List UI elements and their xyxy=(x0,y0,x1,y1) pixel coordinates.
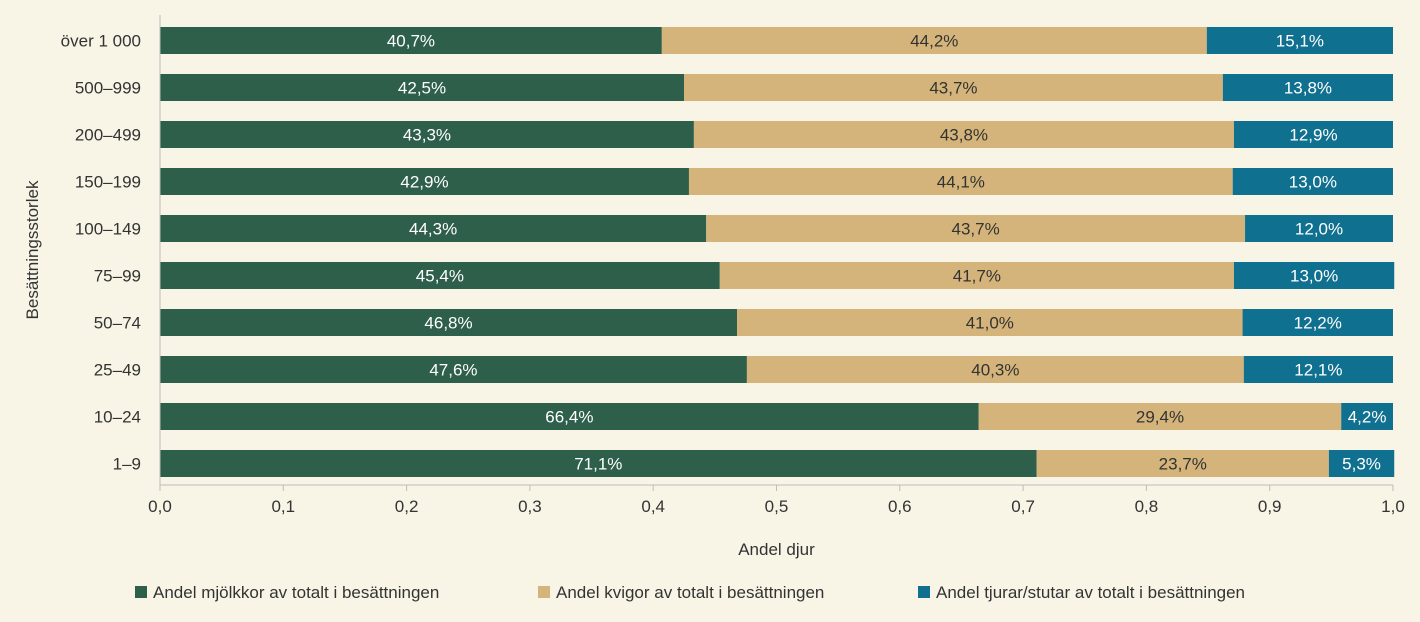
x-tick-label: 0,7 xyxy=(1011,497,1035,516)
bar-segment xyxy=(1232,168,1393,195)
data-label: 44,3% xyxy=(409,220,457,239)
bar-segment xyxy=(1233,121,1393,148)
bar-segment xyxy=(160,121,694,148)
bar-segment xyxy=(160,450,1037,477)
data-label: 40,3% xyxy=(971,361,1019,380)
bar-segment xyxy=(746,356,1244,383)
legend-swatch xyxy=(918,586,930,598)
data-label: 12,9% xyxy=(1289,126,1337,145)
data-label: 12,1% xyxy=(1294,361,1342,380)
x-tick-label: 0,0 xyxy=(148,497,172,516)
bar-segment xyxy=(160,262,720,289)
data-label: 41,0% xyxy=(966,314,1014,333)
x-tick-label: 0,4 xyxy=(641,497,665,516)
data-label: 45,4% xyxy=(416,267,464,286)
bar-segment xyxy=(661,27,1207,54)
data-label: 42,9% xyxy=(400,173,448,192)
bar-segment xyxy=(684,74,1223,101)
bars-group: 40,7% 44,2% 15,1% 42,5% 43,7% 13,8% 43,3% 43,8%… xyxy=(160,27,1395,477)
y-tick-label: 100–149 xyxy=(75,220,141,239)
y-axis-title: Besättningsstorlek xyxy=(23,180,42,319)
x-tick-label: 0,3 xyxy=(518,497,542,516)
axes-group: över 1 000 500–999 200–499 150–199 100–149 75… xyxy=(61,15,1405,516)
data-label: 44,1% xyxy=(937,173,985,192)
bar-segment xyxy=(706,215,1246,242)
data-label: 47,6% xyxy=(429,361,477,380)
bar-segment xyxy=(1341,403,1393,430)
data-label: 66,4% xyxy=(545,408,593,427)
bar-segment xyxy=(688,168,1233,195)
legend-swatch xyxy=(538,586,550,598)
bar-segment xyxy=(1206,27,1393,54)
legend-label: Andel tjurar/stutar av totalt i besättni… xyxy=(936,583,1245,602)
bar-segment xyxy=(160,403,979,430)
data-label: 41,7% xyxy=(953,267,1001,286)
x-tick-label: 0,1 xyxy=(271,497,295,516)
bar-segment xyxy=(1245,215,1393,242)
bar-segment xyxy=(160,215,707,242)
bar-segment xyxy=(1233,262,1395,289)
x-tick-label: 0,6 xyxy=(888,497,912,516)
data-label: 4,2% xyxy=(1348,408,1387,427)
y-tick-label: 1–9 xyxy=(113,455,141,474)
x-tick-label: 0,8 xyxy=(1135,497,1159,516)
data-label: 13,0% xyxy=(1290,267,1338,286)
bar-segment xyxy=(693,121,1234,148)
legend-swatch xyxy=(135,586,147,598)
legend-label: Andel kvigor av totalt i besättningen xyxy=(556,583,824,602)
data-label: 29,4% xyxy=(1136,408,1184,427)
bar-segment xyxy=(1242,309,1393,336)
y-tick-label: 10–24 xyxy=(94,408,141,427)
x-tick-label: 0,2 xyxy=(395,497,419,516)
legend-label: Andel mjölkkor av totalt i besättningen xyxy=(153,583,439,602)
data-label: 46,8% xyxy=(424,314,472,333)
bar-segment xyxy=(737,309,1243,336)
bar-segment xyxy=(719,262,1234,289)
bar-segment xyxy=(978,403,1342,430)
data-label: 5,3% xyxy=(1342,455,1381,474)
bar-segment xyxy=(160,309,738,336)
y-tick-label: 500–999 xyxy=(75,79,141,98)
data-label: 12,2% xyxy=(1294,314,1342,333)
bar-segment xyxy=(160,27,662,54)
data-label: 12,0% xyxy=(1295,220,1343,239)
legend: Andel mjölkkor av totalt i besättningen A… xyxy=(135,583,1245,602)
data-label: 44,2% xyxy=(910,32,958,51)
bar-segment xyxy=(1036,450,1329,477)
bar-segment xyxy=(1243,356,1393,383)
bar-segment xyxy=(160,168,689,195)
data-label: 40,7% xyxy=(387,32,435,51)
data-label: 43,3% xyxy=(403,126,451,145)
x-tick-label: 1,0 xyxy=(1381,497,1405,516)
bar-segment xyxy=(160,74,685,101)
y-tick-label: 150–199 xyxy=(75,173,141,192)
data-label: 71,1% xyxy=(574,455,622,474)
x-tick-label: 0,5 xyxy=(765,497,789,516)
data-label: 43,7% xyxy=(952,220,1000,239)
y-tick-label: 25–49 xyxy=(94,361,141,380)
y-tick-label: 200–499 xyxy=(75,126,141,145)
x-tick-label: 0,9 xyxy=(1258,497,1282,516)
y-tick-label: 50–74 xyxy=(94,314,141,333)
data-label: 13,8% xyxy=(1284,79,1332,98)
bar-segment xyxy=(1328,450,1395,477)
y-tick-label: 75–99 xyxy=(94,267,141,286)
data-label: 15,1% xyxy=(1276,32,1324,51)
data-label: 43,7% xyxy=(929,79,977,98)
data-label: 23,7% xyxy=(1159,455,1207,474)
data-label: 43,8% xyxy=(940,126,988,145)
x-axis-title: Andel djur xyxy=(738,540,815,559)
bar-segment xyxy=(160,356,747,383)
y-tick-label: över 1 000 xyxy=(61,32,141,51)
data-label: 42,5% xyxy=(398,79,446,98)
data-label: 13,0% xyxy=(1289,173,1337,192)
bar-segment xyxy=(1222,74,1393,101)
